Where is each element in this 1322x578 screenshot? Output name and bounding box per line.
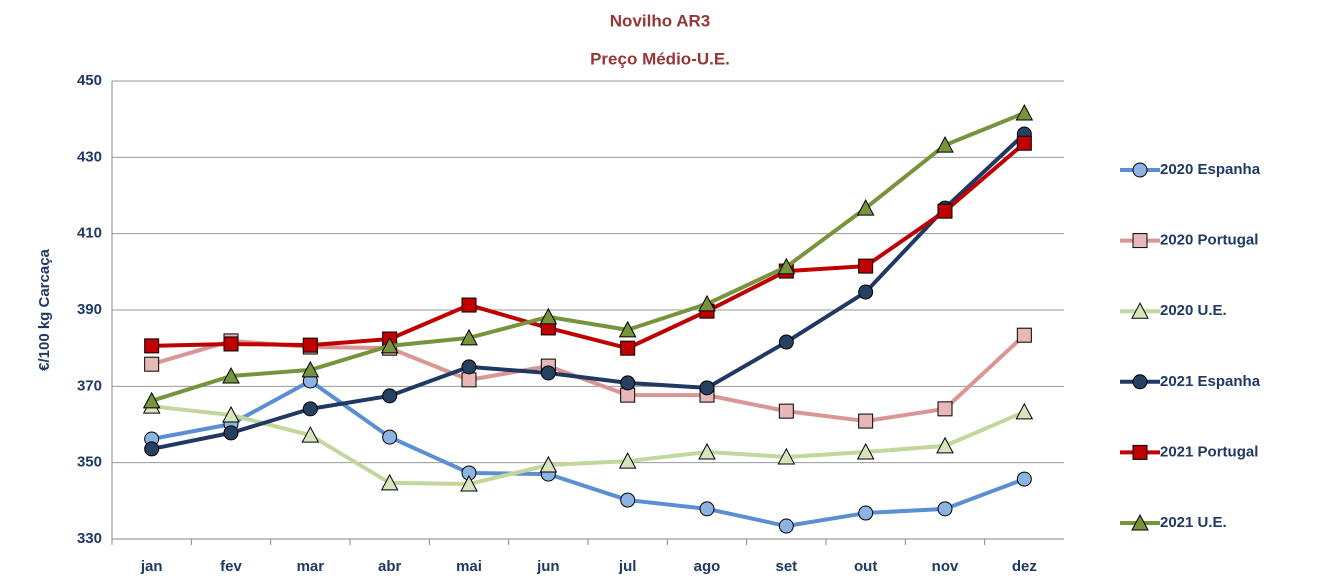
point bbox=[382, 388, 398, 404]
legend-label: 2020 Espanha bbox=[1160, 161, 1261, 178]
point bbox=[380, 336, 399, 354]
point bbox=[1132, 162, 1148, 178]
legend-label: 2021 Portugal bbox=[1160, 443, 1258, 460]
point bbox=[698, 294, 716, 312]
point bbox=[144, 356, 160, 372]
x-tick-label: abr bbox=[378, 558, 402, 575]
point bbox=[1132, 444, 1148, 460]
point bbox=[142, 391, 161, 409]
point bbox=[858, 284, 874, 300]
point bbox=[777, 447, 796, 465]
point bbox=[539, 307, 558, 325]
point bbox=[1132, 233, 1148, 249]
chart-subtitle: Preço Médio-U.E. bbox=[590, 49, 730, 68]
point bbox=[778, 518, 794, 534]
point bbox=[1016, 327, 1032, 343]
point bbox=[461, 372, 477, 388]
y-tick-label: 410 bbox=[77, 225, 102, 242]
point bbox=[618, 320, 637, 338]
y-tick-label: 450 bbox=[77, 72, 102, 89]
x-tick-label: jul bbox=[618, 558, 637, 575]
y-axis-label: €/100 kg Carcaça bbox=[36, 248, 53, 370]
x-tick-label: nov bbox=[932, 558, 959, 575]
series-line bbox=[151, 378, 1026, 529]
point bbox=[620, 492, 636, 508]
x-tick-label: jun bbox=[536, 558, 560, 575]
point bbox=[222, 405, 240, 423]
legend-label: 2021 Espanha bbox=[1160, 373, 1261, 390]
point bbox=[858, 505, 874, 521]
point bbox=[778, 403, 794, 419]
point bbox=[302, 401, 318, 417]
point bbox=[461, 359, 477, 375]
point bbox=[858, 413, 874, 429]
y-tick-label: 370 bbox=[77, 377, 102, 394]
x-tick-label: fev bbox=[220, 558, 242, 575]
x-tick-label: ago bbox=[694, 558, 721, 575]
x-tick-label: mar bbox=[297, 558, 325, 575]
point bbox=[936, 436, 954, 454]
x-tick-label: set bbox=[775, 558, 797, 575]
point bbox=[856, 199, 875, 216]
point bbox=[936, 136, 954, 153]
point bbox=[460, 474, 478, 492]
legend-label: 2021 U.E. bbox=[1160, 514, 1227, 531]
point bbox=[937, 501, 953, 517]
point bbox=[778, 334, 794, 350]
series-line bbox=[151, 111, 1026, 403]
point bbox=[1132, 374, 1148, 390]
point bbox=[1015, 103, 1034, 121]
point bbox=[301, 426, 320, 443]
series-line bbox=[151, 404, 1026, 487]
point bbox=[937, 203, 953, 219]
x-tick-label: dez bbox=[1012, 558, 1037, 575]
x-tick-label: out bbox=[854, 558, 877, 575]
point bbox=[620, 375, 636, 391]
point bbox=[539, 455, 558, 473]
x-tick-label: mai bbox=[456, 558, 482, 575]
point bbox=[1016, 135, 1032, 151]
point bbox=[620, 340, 636, 356]
point bbox=[858, 258, 874, 274]
point bbox=[144, 338, 160, 354]
point bbox=[937, 401, 953, 417]
point bbox=[1131, 513, 1149, 531]
series-line bbox=[151, 132, 1026, 451]
point bbox=[460, 328, 478, 346]
y-tick-label: 390 bbox=[77, 301, 102, 318]
point bbox=[699, 501, 715, 517]
legend-label: 2020 Portugal bbox=[1160, 232, 1258, 249]
point bbox=[302, 337, 318, 353]
point bbox=[699, 380, 715, 396]
legend-label: 2020 U.E. bbox=[1160, 302, 1227, 319]
point bbox=[144, 441, 160, 457]
point bbox=[222, 366, 240, 384]
point bbox=[461, 297, 477, 313]
x-tick-label: jan bbox=[140, 558, 163, 575]
point bbox=[618, 452, 637, 469]
y-tick-label: 350 bbox=[77, 454, 102, 471]
point bbox=[223, 336, 239, 352]
point bbox=[301, 360, 320, 378]
y-tick-label: 430 bbox=[77, 148, 102, 165]
series-line bbox=[151, 141, 1026, 351]
point bbox=[856, 442, 875, 460]
point bbox=[1131, 302, 1149, 319]
point bbox=[1016, 471, 1032, 487]
point bbox=[223, 425, 239, 441]
point bbox=[540, 365, 556, 381]
point bbox=[382, 429, 398, 445]
y-tick-label: 330 bbox=[77, 530, 102, 547]
point bbox=[380, 473, 399, 491]
chart-title: Novilho AR3 bbox=[610, 11, 710, 30]
point bbox=[1015, 402, 1034, 420]
point bbox=[698, 442, 716, 460]
point bbox=[777, 257, 796, 275]
